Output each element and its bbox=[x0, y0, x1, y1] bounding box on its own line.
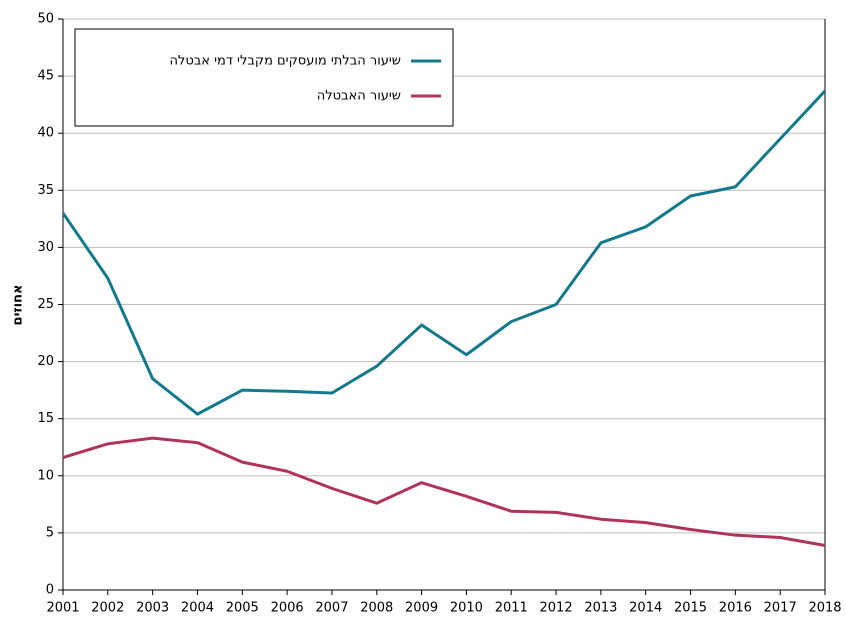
x-tick-label: 2014 bbox=[629, 601, 662, 616]
y-tick-label: 10 bbox=[37, 468, 54, 483]
y-tick-label: 45 bbox=[37, 69, 54, 84]
x-tick-label: 2004 bbox=[181, 601, 214, 616]
x-tick-label: 2009 bbox=[405, 601, 438, 616]
y-tick-label: 35 bbox=[37, 183, 54, 198]
y-axis-label: אחוזים bbox=[11, 285, 26, 326]
x-tick-label: 2016 bbox=[719, 601, 752, 616]
legend: שיעור הבלתי מועסקים מקבלי דמי אבטלה שיעור… bbox=[74, 28, 454, 127]
x-tick-label: 2002 bbox=[91, 601, 124, 616]
x-tick-label: 2007 bbox=[315, 601, 348, 616]
y-tick-label: 5 bbox=[46, 525, 54, 540]
legend-label: שיעור הבלתי מועסקים מקבלי דמי אבטלה bbox=[169, 54, 401, 69]
x-tick-label: 2012 bbox=[540, 601, 573, 616]
legend-label: שיעור האבטלה bbox=[317, 89, 401, 104]
series-line bbox=[62, 436, 826, 547]
series-line bbox=[61, 89, 827, 416]
y-tick-label: 50 bbox=[37, 12, 54, 27]
x-tick-label: 2011 bbox=[495, 601, 528, 616]
y-tick-label: 40 bbox=[37, 126, 54, 141]
x-tick-label: 2017 bbox=[764, 601, 797, 616]
y-tick-label: 25 bbox=[37, 297, 54, 312]
x-tick-label: 2008 bbox=[360, 601, 393, 616]
x-tick-label: 2015 bbox=[674, 601, 707, 616]
y-tick-label: 0 bbox=[46, 583, 54, 598]
y-tick-label: 20 bbox=[37, 354, 54, 369]
x-tick-label: 2010 bbox=[450, 601, 483, 616]
x-tick-label: 2001 bbox=[46, 601, 79, 616]
x-tick-label: 2013 bbox=[584, 601, 617, 616]
x-tick-label: 2005 bbox=[226, 601, 259, 616]
x-tick-label: 2006 bbox=[271, 601, 304, 616]
legend-box bbox=[74, 28, 454, 127]
y-tick-label: 30 bbox=[37, 240, 54, 255]
x-tick-label: 2018 bbox=[808, 601, 841, 616]
x-tick-label: 2003 bbox=[136, 601, 169, 616]
y-tick-label: 15 bbox=[37, 411, 54, 426]
